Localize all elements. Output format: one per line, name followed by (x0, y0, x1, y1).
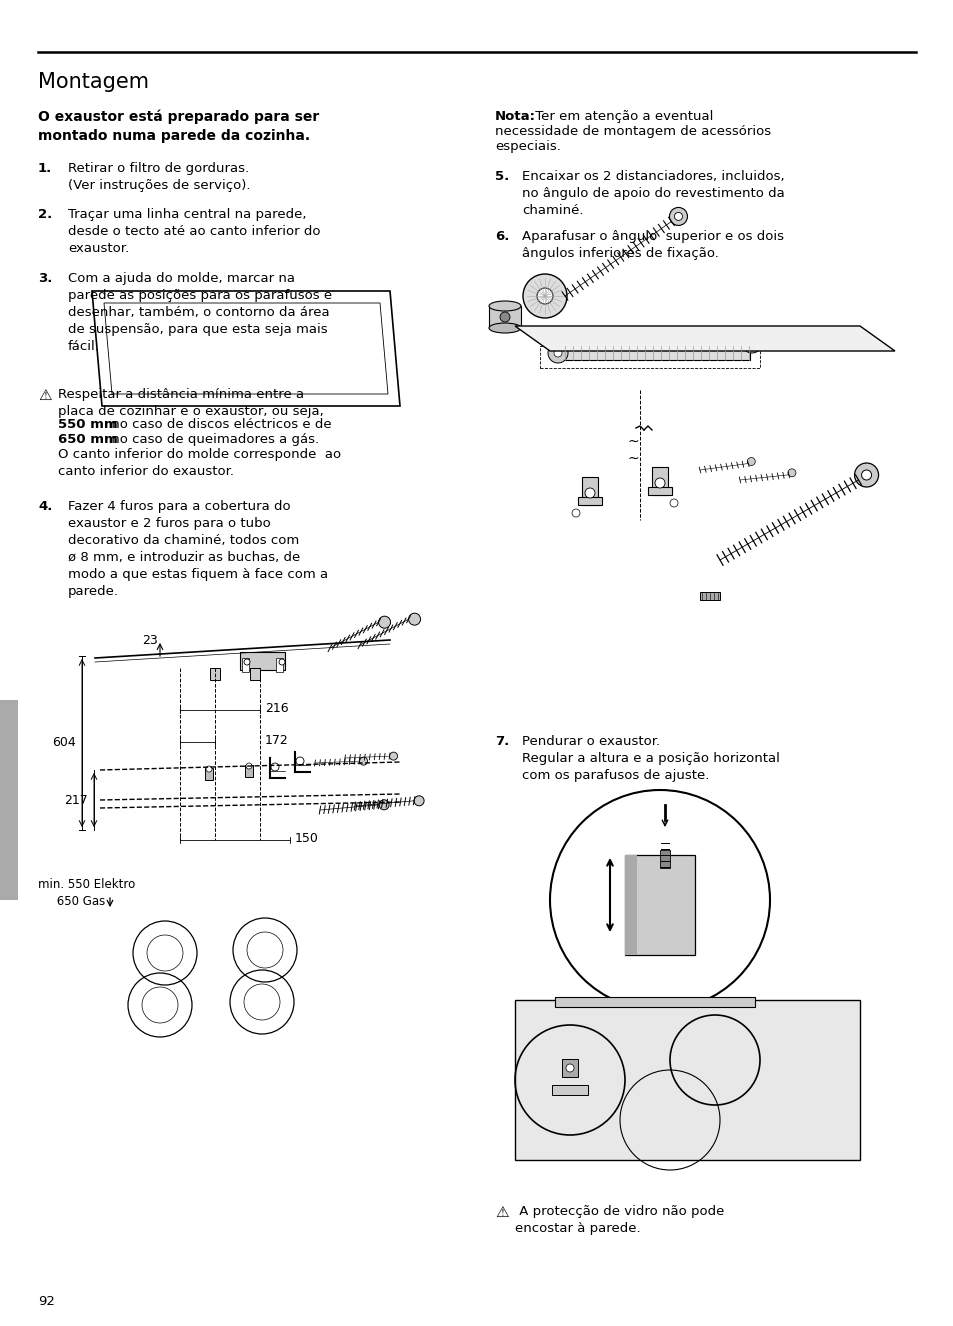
Circle shape (408, 613, 420, 625)
Text: Respeitar a distância mínima entre a
placa de cozinhar e o exaustor, ou seja,: Respeitar a distância mínima entre a pla… (58, 389, 323, 418)
Text: 23: 23 (142, 634, 157, 647)
Circle shape (669, 207, 687, 225)
Text: Ter em atenção a eventual: Ter em atenção a eventual (531, 110, 713, 123)
Circle shape (522, 274, 566, 318)
Circle shape (244, 659, 250, 666)
Circle shape (378, 800, 389, 810)
Bar (275, 658, 283, 672)
Text: min. 550 Elektro
     650 Gas: min. 550 Elektro 650 Gas (38, 878, 135, 908)
Text: 217: 217 (64, 793, 88, 806)
Circle shape (378, 617, 390, 629)
Circle shape (747, 339, 755, 347)
Circle shape (537, 288, 553, 304)
Polygon shape (515, 326, 894, 351)
Bar (559, 346, 749, 359)
Text: Traçar uma linha central na parede,
desde o tecto até ao canto inferior do
exaus: Traçar uma linha central na parede, desd… (68, 208, 320, 255)
Text: 5.: 5. (495, 170, 509, 183)
Circle shape (206, 766, 212, 772)
Text: no caso de discos eléctricos e de: no caso de discos eléctricos e de (107, 418, 332, 431)
Bar (245, 765, 253, 777)
Text: ⚠: ⚠ (495, 1205, 508, 1220)
Circle shape (746, 457, 755, 465)
Circle shape (655, 477, 664, 488)
Circle shape (414, 796, 424, 806)
Text: especiais.: especiais. (495, 141, 560, 152)
Circle shape (741, 333, 761, 353)
Text: Nota:: Nota: (495, 110, 536, 123)
Text: O exaustor está preparado para ser
montado numa parede da cozinha.: O exaustor está preparado para ser monta… (38, 110, 319, 143)
Text: 216: 216 (265, 701, 289, 715)
Text: Fazer 4 furos para a cobertura do
exaustor e 2 furos para o tubo
decorativo da c: Fazer 4 furos para a cobertura do exaust… (68, 500, 328, 598)
Bar (578, 497, 601, 505)
Bar (581, 477, 598, 505)
Text: Com a ajuda do molde, marcar na
parede as posições para os parafusos e
desenhar,: Com a ajuda do molde, marcar na parede a… (68, 272, 332, 353)
Circle shape (787, 469, 795, 477)
Text: 550 mm: 550 mm (58, 418, 117, 431)
Text: 604: 604 (52, 736, 76, 749)
Text: 4.: 4. (38, 500, 52, 513)
Text: Pendurar o exaustor.
Regular a altura e a posição horizontal
com os parafusos de: Pendurar o exaustor. Regular a altura e … (521, 735, 779, 782)
Circle shape (547, 343, 567, 363)
Circle shape (246, 762, 252, 769)
Circle shape (359, 757, 367, 765)
Text: ~
~: ~ ~ (626, 435, 639, 465)
Circle shape (565, 1063, 574, 1071)
Bar (647, 487, 671, 495)
Circle shape (861, 469, 871, 480)
Text: 1.: 1. (38, 162, 52, 175)
Ellipse shape (489, 324, 520, 333)
Text: 650 mm: 650 mm (58, 434, 117, 446)
Bar (659, 850, 669, 869)
Text: 150: 150 (294, 831, 318, 845)
Circle shape (584, 488, 595, 499)
Text: 92: 92 (38, 1296, 55, 1307)
Bar (210, 668, 220, 680)
Text: A protecção de vidro não pode
encostar à parede.: A protecção de vidro não pode encostar à… (515, 1205, 723, 1235)
Text: Aparafusar o ângulo  superior e os dois
ângulos inferiores de fixação.: Aparafusar o ângulo superior e os dois â… (521, 229, 783, 260)
Text: necessidade de montagem de acessórios: necessidade de montagem de acessórios (495, 125, 770, 138)
Circle shape (572, 509, 579, 517)
Bar (552, 1085, 587, 1095)
Circle shape (271, 762, 278, 770)
Text: no caso de queimadores a gás.: no caso de queimadores a gás. (107, 434, 319, 446)
Bar (555, 997, 754, 1006)
Circle shape (499, 312, 510, 322)
Text: Encaixar os 2 distanciadores, incluidos,
no ângulo de apoio do revestimento da
c: Encaixar os 2 distanciadores, incluidos,… (521, 170, 784, 217)
Text: Montagem: Montagem (38, 72, 149, 91)
Circle shape (854, 463, 878, 487)
Text: 3.: 3. (38, 272, 52, 285)
Text: 7.: 7. (495, 735, 509, 748)
Bar (489, 306, 520, 328)
Bar (539, 346, 760, 369)
Bar (700, 591, 720, 599)
Circle shape (278, 659, 285, 666)
Circle shape (669, 499, 678, 507)
Bar (624, 855, 637, 955)
Text: 172: 172 (265, 733, 289, 747)
Circle shape (295, 757, 304, 765)
Bar (0, 700, 18, 900)
Text: 6.: 6. (495, 229, 509, 243)
Circle shape (674, 212, 681, 220)
Text: Retirar o filtro de gorduras.
(Ver instruções de serviço).: Retirar o filtro de gorduras. (Ver instr… (68, 162, 251, 192)
Text: O canto inferior do molde corresponde  ao
canto inferior do exaustor.: O canto inferior do molde corresponde ao… (58, 448, 341, 477)
Bar (515, 1000, 859, 1160)
Bar (242, 658, 249, 672)
Text: 2.: 2. (38, 208, 52, 221)
Text: ⚠: ⚠ (38, 389, 51, 403)
Bar (561, 1059, 578, 1077)
Bar (624, 855, 695, 955)
Circle shape (554, 349, 561, 357)
Ellipse shape (489, 301, 520, 312)
Bar (240, 652, 285, 670)
Circle shape (389, 752, 397, 760)
Bar (205, 768, 213, 780)
Bar (651, 467, 667, 495)
Bar (250, 668, 260, 680)
